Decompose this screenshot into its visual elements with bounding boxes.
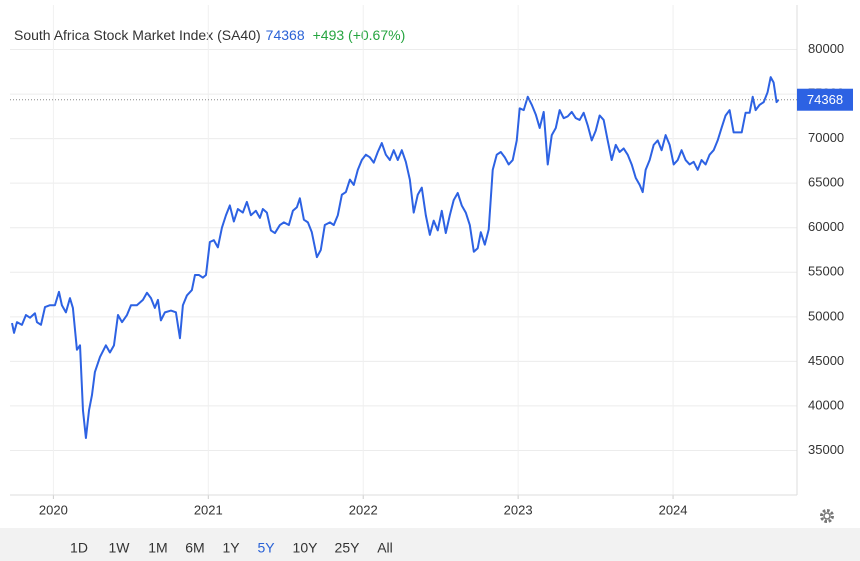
- range-bar: [0, 528, 860, 561]
- chart-title: South Africa Stock Market Index (SA40) 74…: [14, 27, 405, 43]
- grid: [10, 5, 797, 495]
- y-tick-label: 50000: [808, 308, 844, 323]
- y-tick-label: 65000: [808, 175, 844, 190]
- y-tick-label: 70000: [808, 130, 844, 145]
- x-tick-label: 2023: [504, 502, 533, 517]
- y-tick-label: 60000: [808, 219, 844, 234]
- y-tick-label: 55000: [808, 264, 844, 279]
- y-tick-label: 45000: [808, 353, 844, 368]
- y-tick-label: 80000: [808, 41, 844, 56]
- x-tick-label: 2021: [194, 502, 223, 517]
- header-price: 74368: [266, 27, 305, 43]
- x-tick-label: 2020: [39, 502, 68, 517]
- range-button[interactable]: 1W: [109, 540, 131, 556]
- title-text: South Africa Stock Market Index (SA40): [14, 27, 261, 43]
- range-button[interactable]: 1Y: [222, 540, 240, 556]
- range-button[interactable]: 5Y: [257, 540, 275, 556]
- range-button[interactable]: All: [377, 540, 393, 556]
- range-button[interactable]: 1D: [70, 540, 88, 556]
- range-button[interactable]: 25Y: [335, 540, 361, 556]
- x-tick-label: 2022: [349, 502, 378, 517]
- price-line: [11, 76, 780, 439]
- settings-icon[interactable]: [820, 509, 834, 523]
- y-tick-label: 40000: [808, 397, 844, 412]
- price-tag-bg: [797, 88, 853, 111]
- x-tick-label: 2024: [659, 502, 688, 517]
- range-button[interactable]: 1M: [148, 540, 167, 556]
- range-button[interactable]: 10Y: [293, 540, 319, 556]
- range-button[interactable]: 6M: [185, 540, 204, 556]
- header-change: +493 (+0.67%): [313, 27, 406, 43]
- y-tick-label: 35000: [808, 442, 844, 457]
- price-tag: 74368: [807, 92, 843, 107]
